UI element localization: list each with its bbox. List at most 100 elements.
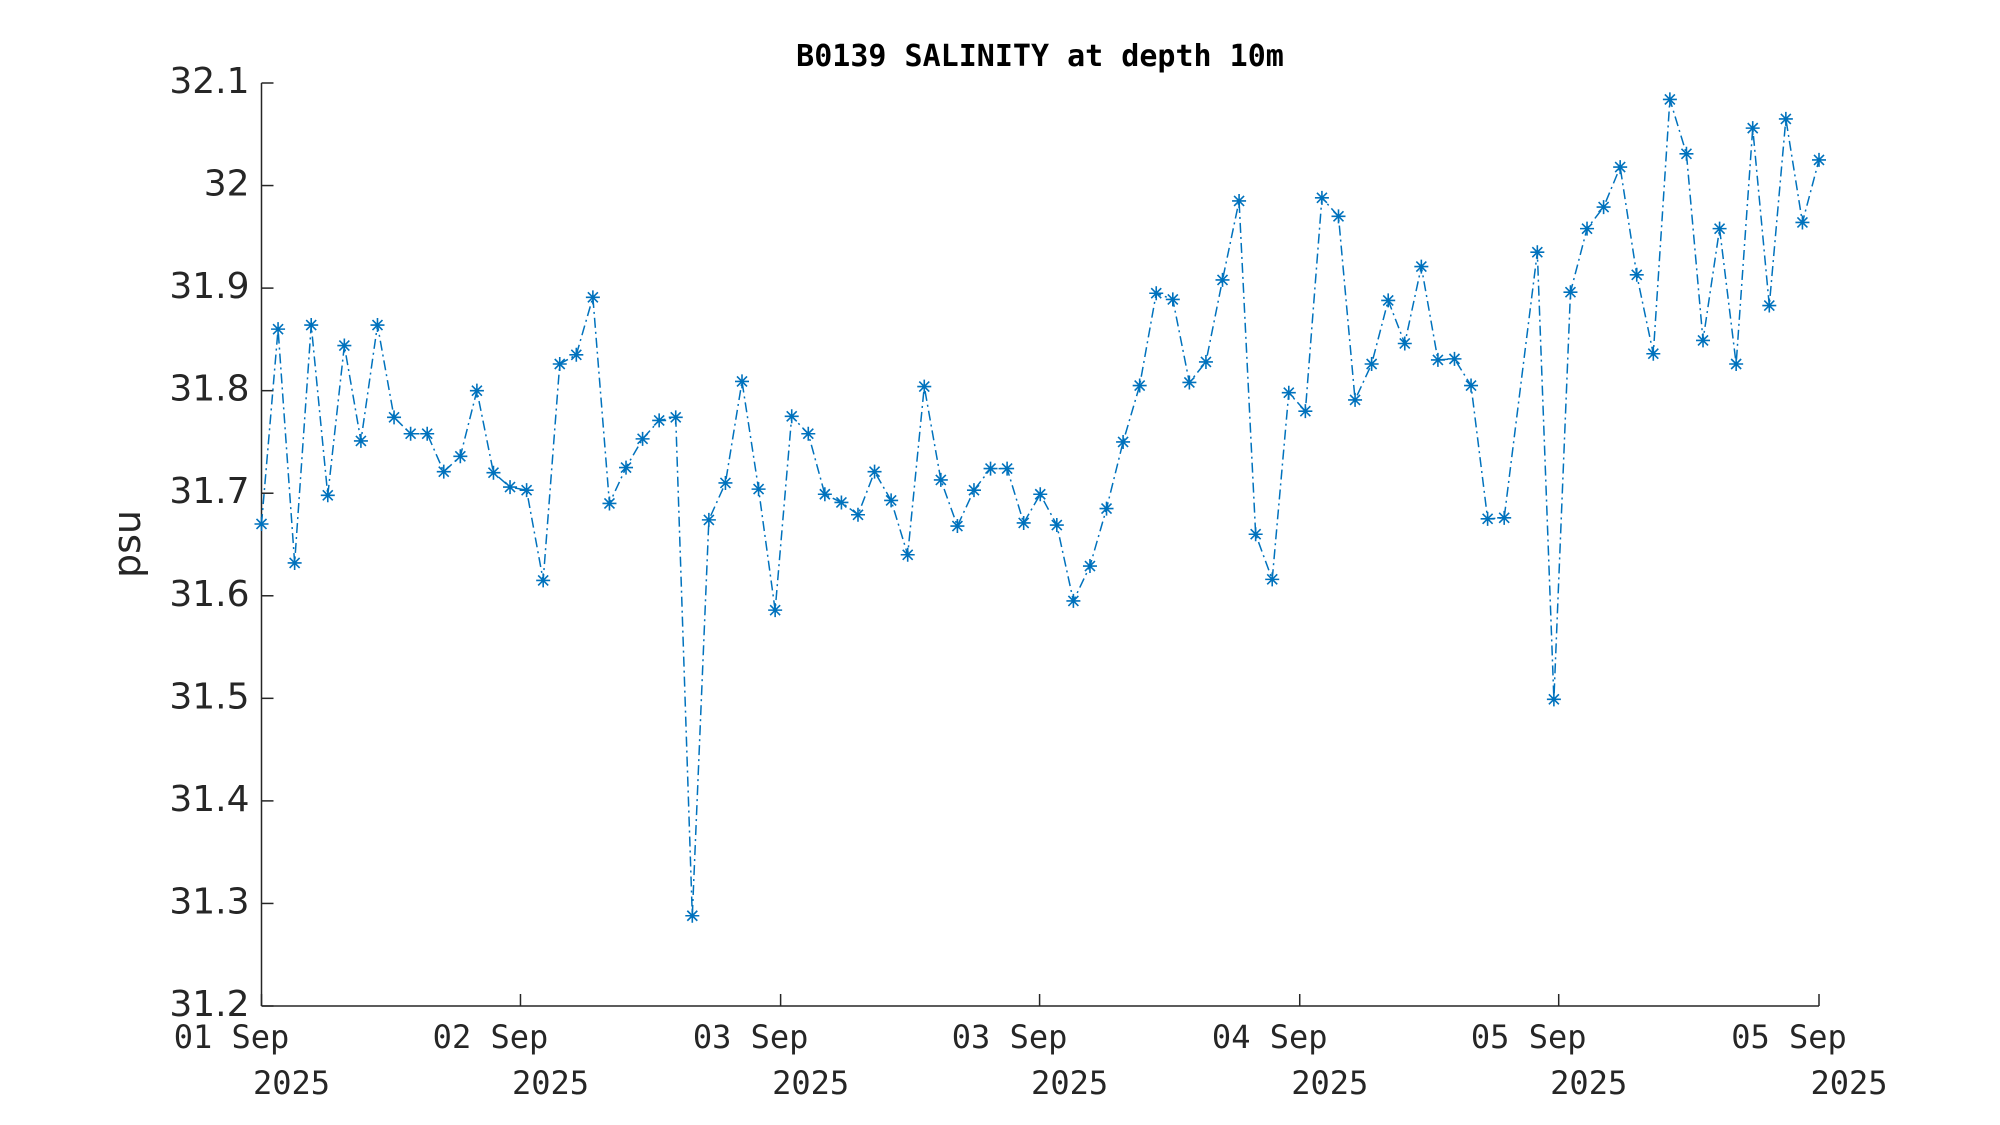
data-marker	[652, 413, 667, 428]
data-marker	[768, 603, 783, 618]
data-marker	[1049, 518, 1064, 533]
data-marker	[1281, 385, 1296, 400]
data-marker	[983, 461, 998, 476]
data-marker	[1613, 160, 1628, 175]
data-marker	[1397, 336, 1412, 351]
data-marker	[1165, 292, 1180, 307]
y-tick-label: 31.3	[169, 881, 249, 922]
data-marker	[1795, 215, 1810, 230]
data-marker	[619, 460, 634, 475]
data-marker	[718, 475, 733, 490]
data-line	[260, 99, 1820, 916]
x-tick-label-line: 2025	[512, 1064, 589, 1102]
data-marker	[1381, 293, 1396, 308]
data-marker	[1033, 487, 1048, 502]
data-marker	[668, 410, 683, 425]
data-marker	[1778, 111, 1793, 126]
data-marker	[337, 338, 352, 353]
data-marker	[1016, 515, 1031, 530]
data-marker	[701, 512, 716, 527]
data-marker	[1696, 333, 1711, 348]
y-tick-label: 31.2	[169, 984, 249, 1025]
data-marker	[370, 318, 385, 333]
data-marker	[585, 290, 600, 305]
x-tick-label-line: 2025	[772, 1064, 849, 1102]
data-marker	[403, 426, 418, 441]
x-tick-label-line: 05 Sep	[1471, 1018, 1587, 1056]
x-tick-label: 02 Sep 2025	[433, 1018, 589, 1102]
data-marker	[1812, 152, 1826, 167]
data-marker	[1546, 692, 1561, 707]
data-marker	[1132, 378, 1147, 393]
data-marker	[867, 464, 882, 479]
y-tick-label: 32	[204, 164, 250, 205]
data-marker	[602, 496, 617, 511]
data-marker	[1265, 572, 1280, 587]
data-marker	[1464, 378, 1479, 393]
x-tick-label-line: 2025	[1291, 1064, 1368, 1102]
data-marker	[1116, 434, 1131, 449]
data-marker	[436, 464, 451, 479]
x-tick-label-line: 05 Sep	[1731, 1018, 1847, 1056]
data-marker	[1745, 121, 1760, 136]
data-marker	[917, 379, 932, 394]
x-tick-label-line: 03 Sep	[952, 1018, 1068, 1056]
data-marker	[320, 488, 335, 503]
data-marker	[1530, 245, 1545, 260]
data-marker	[304, 318, 319, 333]
data-marker	[1082, 559, 1097, 574]
x-tick-label: 01 Sep 2025	[174, 1018, 330, 1102]
data-marker	[1712, 221, 1727, 236]
data-marker	[1646, 346, 1661, 361]
data-marker	[884, 493, 899, 508]
data-marker	[1099, 501, 1114, 516]
data-marker	[1580, 221, 1595, 236]
data-marker	[1066, 593, 1081, 608]
data-marker	[519, 483, 534, 498]
x-tick-label: 05 Sep 2025	[1731, 1018, 1887, 1102]
data-marker	[271, 322, 286, 337]
data-marker	[817, 487, 832, 502]
data-marker	[1480, 511, 1495, 526]
data-marker	[1000, 461, 1015, 476]
y-tick-label: 31.5	[169, 676, 249, 717]
data-marker	[1182, 375, 1197, 390]
data-marker	[1563, 285, 1578, 300]
data-marker	[950, 519, 965, 534]
data-marker	[569, 347, 584, 362]
data-marker	[784, 409, 799, 424]
data-marker	[1430, 352, 1445, 367]
data-marker	[536, 573, 551, 588]
data-marker	[287, 555, 302, 570]
data-marker	[834, 495, 849, 510]
data-marker	[1348, 392, 1363, 407]
x-tick-label-line: 2025	[1031, 1064, 1108, 1102]
data-marker	[1629, 267, 1644, 282]
data-marker	[453, 449, 468, 464]
y-tick-label: 31.4	[169, 779, 249, 820]
data-marker	[635, 431, 650, 446]
x-tick-label: 03 Sep 2025	[952, 1018, 1108, 1102]
chart-title: B0139 SALINITY at depth 10m	[796, 39, 1284, 74]
data-marker	[735, 374, 750, 389]
data-marker	[685, 908, 700, 923]
data-marker	[1447, 351, 1462, 366]
data-marker	[1215, 272, 1230, 287]
data-marker	[1679, 146, 1694, 161]
data-marker	[1149, 286, 1164, 301]
x-tick-label-line: 04 Sep	[1212, 1018, 1328, 1056]
data-marker	[486, 465, 501, 480]
data-marker	[966, 483, 981, 498]
x-tick-label: 04 Sep 2025	[1212, 1018, 1368, 1102]
data-marker	[387, 410, 402, 425]
data-marker	[1198, 354, 1213, 369]
data-marker	[801, 426, 816, 441]
data-marker	[1729, 357, 1744, 372]
data-marker	[850, 507, 865, 522]
data-marker	[1298, 404, 1313, 419]
data-marker	[1762, 298, 1777, 313]
x-tick-label-line: 2025	[1810, 1064, 1887, 1102]
data-marker	[552, 357, 567, 372]
